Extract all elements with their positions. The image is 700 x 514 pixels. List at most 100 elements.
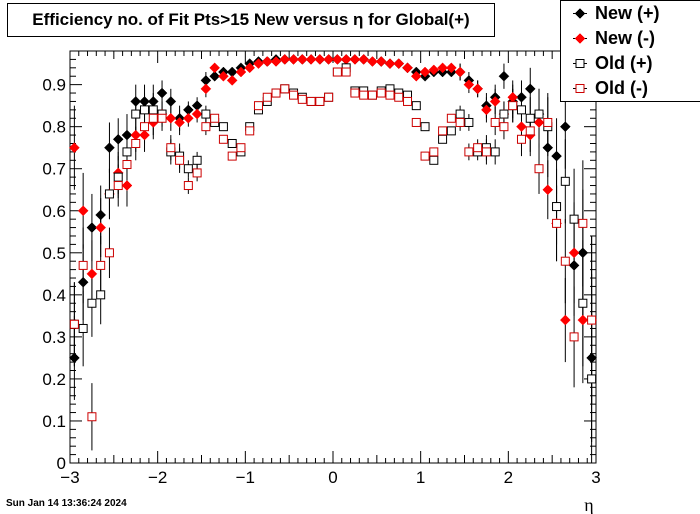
marker-new [323,54,334,65]
marker-new [165,96,177,107]
marker-old [341,67,351,77]
marker-old [148,105,158,115]
marker-new [410,70,422,82]
x-tick-label: −2 [148,468,167,487]
marker-old [376,88,386,98]
marker-new [428,64,440,76]
marker-new [253,58,264,69]
marker-old [438,126,448,136]
marker-new [577,247,589,259]
marker-new [445,62,457,74]
marker-old [569,332,579,342]
legend-entry: Old (-) [561,76,700,101]
marker-old [122,160,132,170]
marker-old [534,109,544,119]
marker-new [551,150,562,162]
chart-title-text: Efficiency no. of Fit Pts>15 New versus … [32,10,470,29]
marker-new [86,268,98,280]
marker-new [358,54,370,65]
marker-old [113,181,123,191]
marker-old [464,147,474,157]
marker-old [403,96,413,106]
marker-old [385,90,395,100]
marker-old [289,90,299,100]
marker-old [490,117,500,127]
marker-new [542,142,554,154]
marker-new [77,205,89,217]
x-axis-label: η [584,495,593,514]
x-tick-label: 3 [591,468,600,487]
marker-old [525,113,535,123]
marker-new [481,104,492,116]
marker-new [586,352,597,364]
marker-new [121,180,133,191]
marker-old [332,67,342,77]
marker-old [104,189,114,199]
legend-entry: New (-) [561,26,700,51]
marker-old [157,113,167,123]
marker-old [446,113,456,123]
marker-new [516,121,527,133]
legend-symbol [574,33,586,44]
marker-old [96,290,106,300]
marker-old [429,155,439,165]
marker-new [182,112,194,124]
legend-label: Old (+) [595,53,653,73]
axes: −3 −2 −1 0 1 2 3 0 0.1 0.2 0.3 0.4 0.5 0.6 0.7 0.8 0.9 [42,50,601,487]
marker-old [324,92,334,102]
marker-new [454,66,466,78]
marker-new [559,314,571,326]
marker-old [569,214,579,224]
y-tick-label: 0.5 [42,244,66,263]
marker-old [543,117,553,127]
marker-old [490,147,500,157]
marker-new [472,83,484,95]
marker-old [280,84,290,94]
marker-new [165,112,177,124]
marker-old [122,147,132,157]
marker-old [236,143,246,153]
marker-old [516,134,526,144]
marker-new [139,129,150,141]
legend-marker [573,59,587,68]
marker-new [112,133,124,145]
marker-old [245,126,255,136]
marker-old [534,164,544,174]
marker-new [498,70,510,82]
legend-symbol [575,84,585,93]
marker-old [96,260,106,270]
marker-new [402,62,413,74]
marker-old [262,92,272,102]
marker-new [393,58,405,69]
marker-old [367,90,377,100]
x-tick-label: −1 [236,468,255,487]
marker-old [175,155,185,165]
marker-new [270,56,282,67]
marker-old [481,147,491,157]
x-tick-label: 1 [416,468,425,487]
marker-old [140,105,150,115]
y-tick-label: 0.1 [42,412,66,431]
x-tick-label: 0 [328,468,337,487]
marker-new [69,142,80,154]
marker-new [209,70,221,82]
marker-new [156,87,168,99]
marker-old [455,109,465,119]
marker-new [384,58,396,69]
marker-new [577,314,589,326]
marker-new [104,142,115,154]
marker-old [227,151,237,161]
marker-new [332,54,343,65]
marker-new [367,56,378,67]
marker-old [464,117,474,127]
legend-label: Old (-) [595,78,648,98]
marker-old [166,143,176,153]
legend-marker [573,8,587,19]
marker-old [201,122,211,132]
marker-new [147,96,159,107]
marker-old [499,122,509,132]
marker-old [192,168,202,178]
marker-new [279,54,291,65]
y-tick-label: 0 [57,454,66,473]
